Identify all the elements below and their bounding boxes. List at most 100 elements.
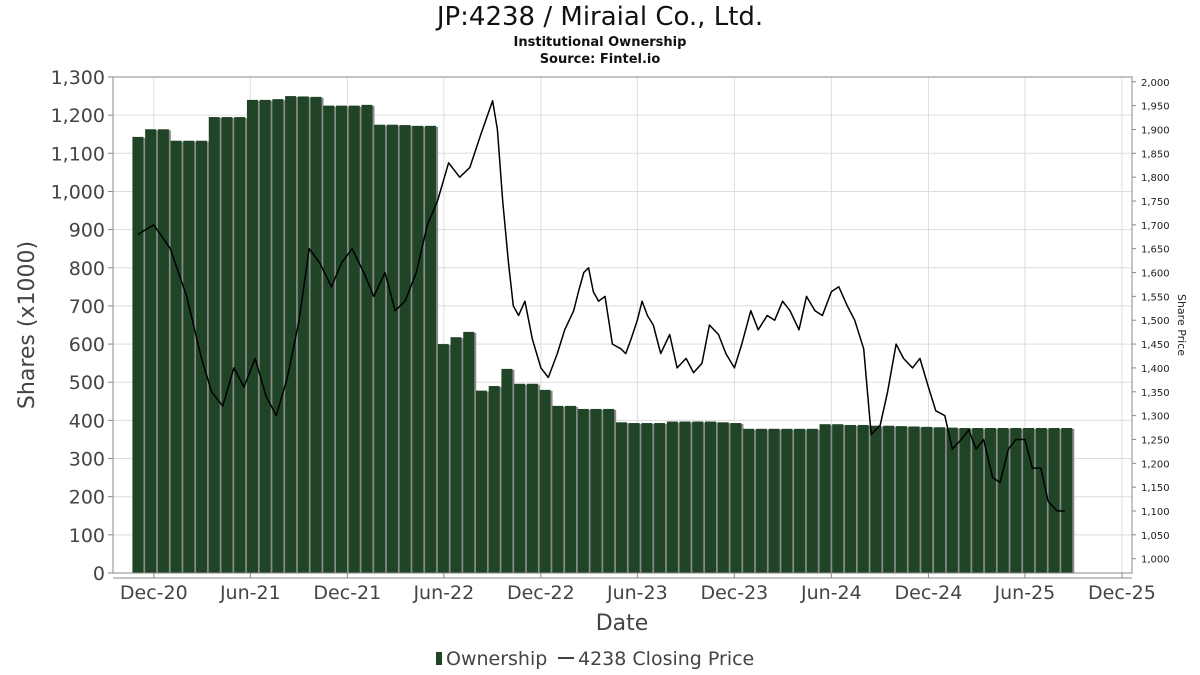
- y-tick-label: 900: [69, 220, 105, 242]
- x-tick-label: Dec-22: [507, 582, 575, 604]
- y-tick-label: 1,300: [51, 67, 105, 89]
- ownership-bar: [921, 426, 933, 573]
- y2-axis-label: Share Price: [1175, 294, 1188, 356]
- ownership-bar: [221, 117, 233, 574]
- ownership-bar: [361, 104, 373, 574]
- ownership-bar: [717, 422, 729, 573]
- ownership-bar: [984, 428, 996, 573]
- plot-frame: [112, 76, 1133, 574]
- ownership-bar: [234, 117, 246, 574]
- ownership-bar: [272, 99, 284, 573]
- y2-tick-label: 1,450: [1141, 340, 1170, 351]
- ownership-bar: [565, 405, 577, 573]
- ownership-bar: [768, 428, 780, 573]
- ownership-bar: [692, 421, 704, 573]
- ownership-bar: [526, 383, 538, 573]
- x-tick-label: Dec-20: [120, 582, 188, 604]
- y-tick-label: 0: [93, 563, 105, 585]
- ownership-bar: [208, 117, 220, 574]
- y2-tick-label: 1,350: [1141, 388, 1170, 399]
- ownership-bar: [806, 428, 818, 573]
- ownership-bar: [615, 422, 627, 573]
- ownership-bar: [972, 428, 984, 573]
- ownership-bar: [908, 426, 920, 573]
- ownership-bar: [259, 99, 271, 574]
- ownership-bar: [425, 125, 437, 574]
- y-tick-label: 1,100: [51, 143, 105, 165]
- ownership-bar: [590, 408, 602, 573]
- ownership-bar: [488, 386, 500, 573]
- ownership-bar: [246, 99, 258, 574]
- bar-layer: [132, 96, 1075, 574]
- ownership-bar: [743, 428, 755, 573]
- y2-tick-label: 1,700: [1141, 221, 1170, 232]
- ownership-bar: [997, 428, 1009, 573]
- ownership-bar: [679, 421, 691, 573]
- ownership-bar: [170, 140, 182, 573]
- x-tick-label: Dec-21: [313, 582, 381, 604]
- ownership-bar: [857, 424, 869, 573]
- x-tick-label: Jun-21: [219, 582, 281, 604]
- ownership-bar: [1061, 428, 1073, 573]
- ownership-bar: [336, 105, 348, 573]
- y2-tick-label: 1,400: [1141, 364, 1170, 375]
- y2-tick-label: 1,750: [1141, 197, 1170, 208]
- price-line: [137, 100, 1065, 512]
- y-tick-label: 400: [69, 410, 105, 432]
- ownership-bar: [132, 136, 144, 573]
- x-tick-label: Dec-25: [1088, 582, 1156, 604]
- ownership-bar: [310, 96, 322, 573]
- y2-tick-label: 1,100: [1141, 507, 1170, 518]
- x-tick-label: Dec-23: [700, 582, 768, 604]
- y2-tick-label: 1,300: [1141, 412, 1170, 423]
- y2-tick-label: 1,150: [1141, 483, 1170, 494]
- y-axis-label: Shares (x1000): [15, 241, 40, 409]
- ownership-bar: [705, 421, 717, 573]
- y2-tick-label: 1,850: [1141, 149, 1170, 160]
- y-tick-label: 1,200: [51, 105, 105, 127]
- ownership-bar: [285, 96, 297, 574]
- y-tick-label: 1,000: [51, 181, 105, 203]
- ownership-bar: [1035, 428, 1047, 573]
- ownership-bar: [755, 428, 767, 573]
- ownership-bar: [475, 390, 487, 573]
- ownership-bar: [1023, 428, 1035, 573]
- ownership-bar: [297, 96, 309, 573]
- chart-source: Source: Fintel.io: [539, 52, 661, 67]
- y-tick-label: 600: [69, 334, 105, 356]
- ownership-bar: [628, 423, 640, 573]
- ownership-bar: [437, 344, 449, 573]
- y-tick-label: 800: [69, 258, 105, 280]
- y2-tick-label: 1,950: [1141, 102, 1170, 113]
- ownership-bar: [603, 408, 615, 573]
- legend: Ownership 4238 Closing Price: [436, 648, 754, 670]
- y2-tick-label: 1,650: [1141, 245, 1170, 256]
- ownership-bar: [781, 428, 793, 573]
- ownership-bar: [895, 426, 907, 573]
- ownership-bar: [399, 125, 411, 573]
- legend-ownership-swatch: [436, 652, 442, 665]
- ownership-bar: [870, 425, 882, 573]
- ownership-bar: [412, 125, 424, 574]
- y2-tick-label: 1,550: [1141, 292, 1170, 303]
- ownership-bar: [832, 424, 844, 573]
- ownership-bar: [794, 428, 806, 573]
- x-tick-label: Jun-23: [606, 582, 668, 604]
- x-tick-label: Dec-24: [895, 582, 963, 604]
- price-line-layer: [137, 100, 1065, 512]
- ownership-bar: [1048, 428, 1060, 573]
- ownership-bar: [514, 383, 526, 573]
- ownership-bar: [641, 423, 653, 573]
- y2-tick-label: 1,600: [1141, 269, 1170, 280]
- axis-layer: 0 100 200 300 400 500 600 700 800 900 1,000 1,100 1,…: [51, 67, 1170, 604]
- y2-tick-label: 2,000: [1141, 78, 1170, 89]
- ownership-bar: [374, 124, 386, 573]
- ownership-bar: [730, 423, 742, 573]
- ownership-bar: [323, 105, 335, 573]
- x-tick-label: Jun-22: [412, 582, 474, 604]
- ownership-bar: [946, 427, 958, 573]
- ownership-bar: [819, 424, 831, 573]
- ownership-bar: [934, 427, 946, 573]
